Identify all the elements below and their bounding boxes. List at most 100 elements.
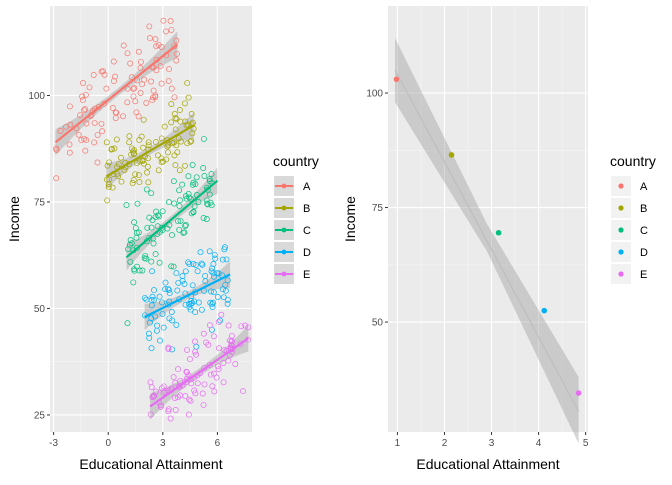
point-A [66,141,73,148]
point-B [145,179,152,186]
point-E [209,383,216,390]
point-A [150,94,156,101]
point-A [173,50,180,57]
point-D [224,277,231,284]
point-E [215,366,222,373]
point-C [165,199,172,206]
point-C [187,195,194,202]
point-E [228,342,235,348]
point-E [165,346,172,352]
point-B [171,111,178,117]
point-E [226,337,233,344]
point-C [168,263,175,270]
point-B [128,151,135,158]
point-A [171,43,178,50]
point-C [170,263,177,270]
point-C [182,222,189,228]
point-A [158,80,165,87]
point-A [110,58,117,65]
point-B [108,145,115,152]
fit-line-B [105,124,195,178]
point-C [200,135,207,142]
left-x-ticks: -3 0 3 6 [49,432,221,449]
point-E [150,393,157,400]
legend-key-point-B [281,205,287,211]
point-C [150,240,157,247]
point-D [222,244,228,251]
point-B [129,180,136,187]
point-B [161,123,168,130]
point-D [185,259,192,266]
point-C [156,259,163,266]
x-tick-label: 0 [105,438,111,449]
point-C [149,217,156,224]
point-B [136,179,143,186]
point-C [195,199,202,205]
legend-key-point-A [618,183,624,189]
x-tick-label: 5 [583,438,589,449]
point-C [176,226,183,233]
point-A [101,71,108,78]
point-B [145,155,151,162]
point-A [148,78,154,85]
point-C [186,194,193,201]
point-B [145,139,152,146]
point-E [160,383,167,390]
point-C [148,224,155,231]
point-E [245,324,252,331]
left-plot-background [50,6,252,432]
point-E [147,379,154,386]
fit-line-D [144,273,231,318]
point-E [162,388,169,395]
legend-key-point-C [618,227,624,233]
legend-key-point-D [618,249,624,255]
legend-label-D: D [303,247,311,259]
point-A [120,42,127,49]
point-C [206,178,213,184]
point-B [172,115,179,122]
point-D [148,315,155,322]
point-C [141,255,148,262]
point-E [187,356,193,363]
point-B [158,155,165,162]
point-A [83,120,90,127]
point-A [82,147,89,154]
point-C [128,240,135,247]
y-tick-label: 50 [34,304,46,315]
point-B [131,147,138,154]
point-E [174,394,181,401]
point-D [199,261,206,268]
point-E [192,390,199,397]
right-x-axis-title: Educational Attainment [416,456,559,472]
right-fit-line [394,69,580,412]
point-B [168,101,175,107]
point-E [207,371,214,378]
point-C [156,213,162,220]
point-A [91,119,98,126]
point-D [210,261,217,268]
point-B [121,167,128,174]
point-E [216,345,222,352]
point-C [176,197,183,204]
point-D [208,288,214,295]
point-B [165,149,171,156]
point-E [186,396,193,403]
point-E [172,407,179,413]
left-y-ticks: 25 50 75 100 [28,91,50,421]
x-tick-label: 2 [442,438,448,449]
point-B [158,159,165,166]
point-E [575,390,582,396]
point-E [184,346,190,353]
point-D [211,251,218,258]
point-D [179,277,186,284]
point-D [146,334,153,341]
legend-key-point-B [618,205,624,211]
point-B [140,144,146,151]
point-D [148,345,155,352]
point-A [79,97,86,104]
point-A [173,37,180,44]
point-D [173,270,180,277]
point-D [182,268,189,275]
point-A [99,128,106,135]
point-E [242,322,249,329]
